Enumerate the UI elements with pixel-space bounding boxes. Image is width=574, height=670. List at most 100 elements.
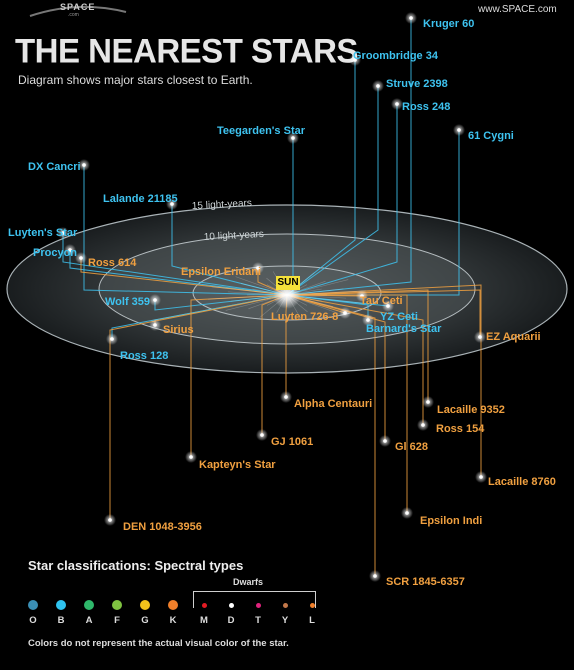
lacaille-8760-label: Lacaille 8760 — [488, 476, 556, 488]
wolf-359-label: Wolf 359 — [105, 296, 150, 308]
ross-154-connector — [286, 294, 424, 425]
epsilon-indi-connector — [287, 294, 408, 513]
ross-248-star — [395, 102, 399, 106]
61-cygni-label: 61 Cygni — [468, 130, 514, 142]
legend-footnote: Colors do not represent the actual visua… — [28, 638, 289, 649]
sirius-star — [153, 323, 157, 327]
luytens-star-star — [61, 231, 65, 235]
luyten-726-8-label: Luyten 726-8 — [271, 311, 338, 323]
spectral-letter-m: M — [200, 615, 208, 626]
lacaille-9352-connector — [286, 289, 429, 402]
kapteyns-star-label: Kapteyn's Star — [199, 459, 276, 471]
legend-title: Star classifications: Spectral types — [28, 558, 244, 573]
kapteyns-star-connector — [190, 294, 288, 457]
luyten-726-8-star — [343, 311, 347, 315]
page-title: THE NEAREST STARS — [15, 31, 358, 70]
den-1048-3956-connector — [109, 294, 288, 520]
ring-label-10ly: 10 light-years — [204, 229, 265, 243]
spectral-dot-g — [140, 600, 150, 610]
scr-1845-6357-label: SCR 1845-6357 — [386, 576, 465, 588]
spectral-dot-o — [28, 600, 38, 610]
ross-614-star — [79, 256, 83, 260]
spectral-letter-b: B — [57, 615, 65, 626]
spectral-dot-a — [84, 600, 94, 610]
yz-ceti-label: YZ Ceti — [380, 311, 418, 323]
spectral-letter-k: K — [169, 615, 177, 626]
page-subtitle: Diagram shows major stars closest to Ear… — [18, 73, 253, 87]
logo-text: SPACE — [60, 2, 96, 12]
ross-248-connector — [286, 104, 398, 296]
spectral-letter-f: F — [114, 615, 120, 626]
ez-aquarii-connector — [286, 289, 481, 337]
logo-swoosh — [29, 5, 127, 17]
ross-154-label: Ross 154 — [436, 423, 485, 435]
groombridge-34-connector — [286, 60, 356, 296]
spectral-letter-a: A — [85, 615, 93, 626]
lacaille-8760-star — [479, 475, 483, 479]
spectral-letter-t: T — [255, 615, 261, 626]
spectral-letter-l: L — [309, 615, 315, 626]
kapteyns-star-star — [189, 455, 193, 459]
struve-2398-connector — [286, 86, 379, 296]
ross-154-star — [421, 423, 425, 427]
spectral-letter-y: Y — [281, 615, 289, 626]
alpha-centauri-star — [284, 395, 288, 399]
gl-628-star — [383, 439, 387, 443]
gl-628-label: Gl 628 — [395, 441, 428, 453]
den-1048-3956-label: DEN 1048-3956 — [123, 521, 202, 533]
spectral-letter-g: G — [141, 615, 149, 626]
epsilon-indi-star — [405, 511, 409, 515]
spectral-dot-l — [309, 602, 315, 608]
den-1048-3956-star — [108, 518, 112, 522]
ross-614-label: Ross 614 — [88, 257, 137, 269]
lalande-21185-label: Lalande 21185 — [103, 193, 178, 205]
spectral-letter-d: D — [227, 615, 235, 626]
dx-cancri-connector — [83, 165, 288, 296]
lalande-21185-connector — [171, 204, 288, 296]
struve-2398-star — [376, 84, 380, 88]
lalande-21185-star — [170, 202, 174, 206]
sun-label: SUN — [276, 276, 300, 290]
spectral-dot-m — [201, 602, 207, 608]
gj-1061-label: GJ 1061 — [271, 436, 313, 448]
lacaille-8760-connector — [286, 284, 482, 477]
tau-ceti-label: Tau Ceti — [360, 295, 403, 307]
spectral-dot-b — [56, 600, 66, 610]
groombridge-34-label: Groombridge 34 — [353, 50, 439, 62]
dwarfs-label: Dwarfs — [233, 577, 264, 587]
spectral-dot-f — [112, 600, 122, 610]
spectral-dot-k — [168, 600, 178, 610]
scr-1845-6357-connector — [286, 294, 376, 576]
luytens-star-label: Luyten's Star — [8, 227, 78, 239]
logo-subtext: .com — [68, 12, 79, 18]
ross-128-star — [110, 337, 114, 341]
barnards-star-star — [366, 318, 370, 322]
yz-ceti-star — [386, 304, 390, 308]
lacaille-9352-label: Lacaille 9352 — [437, 404, 505, 416]
site-url: www.SPACE.com — [478, 4, 557, 15]
epsilon-indi-label: Epsilon Indi — [420, 515, 482, 527]
stars: Kruger 60 Groombridge 34 Struve 2398 Ross 2… — [8, 12, 556, 588]
ross-248-label: Ross 248 — [402, 101, 450, 113]
61-cygni-star — [457, 128, 461, 132]
procyon-star — [68, 248, 72, 252]
kruger-60-label: Kruger 60 — [423, 18, 474, 30]
groombridge-34-star — [353, 58, 357, 62]
epsilon-eridani-star — [256, 266, 260, 270]
kruger-60-star — [409, 16, 413, 20]
teegardens-star-star — [291, 136, 295, 140]
wolf-359-star — [153, 298, 157, 302]
alpha-centauri-label: Alpha Centauri — [294, 398, 372, 410]
spectral-letter-o: O — [29, 615, 37, 626]
luytens-star-connector — [62, 233, 288, 296]
dwarfs-bracket — [193, 591, 316, 608]
ross-128-label: Ross 128 — [120, 350, 168, 362]
ez-aquarii-label: EZ Aquarii — [486, 331, 541, 343]
procyon-label: Procyon — [33, 247, 77, 259]
lacaille-9352-star — [426, 400, 430, 404]
epsilon-eridani-label: Epsilon Eridani — [181, 266, 261, 278]
struve-2398-label: Struve 2398 — [386, 78, 448, 90]
scr-1845-6357-star — [373, 574, 377, 578]
gj-1061-star — [260, 433, 264, 437]
